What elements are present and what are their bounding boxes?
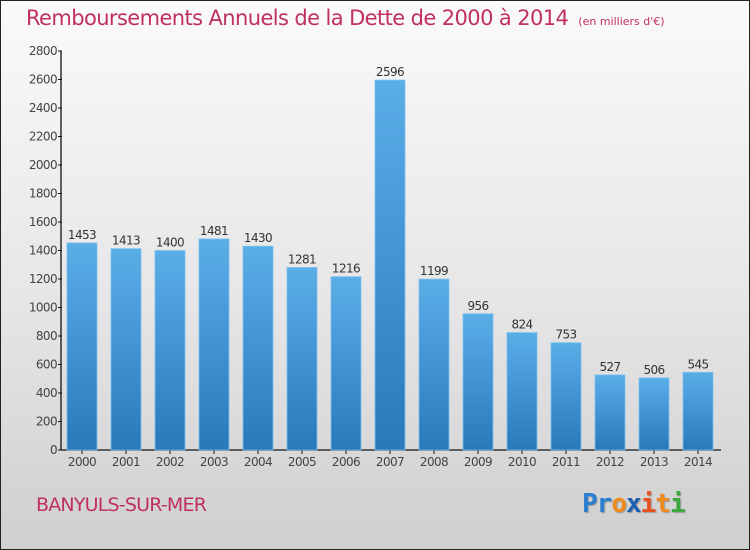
x-tick-label: 2006 — [332, 455, 360, 469]
data-label: 545 — [687, 357, 708, 371]
y-tick-label: 600 — [36, 358, 57, 372]
y-tick-label: 1400 — [29, 244, 57, 258]
chart-title: Remboursements Annuels de la Dette de 20… — [26, 6, 665, 30]
bar-2009 — [462, 313, 494, 451]
data-label: 956 — [467, 299, 488, 313]
y-tick-label: 1800 — [29, 187, 57, 201]
bar-2008 — [418, 278, 450, 451]
bar-2002 — [154, 250, 186, 451]
proxiti-logo[interactable]: Proxiti — [582, 489, 686, 519]
y-tick-label: 2600 — [29, 73, 57, 87]
x-axis: 2000 2001 2002 2003 2004 2005 2006 2007 2008 2009… — [61, 449, 721, 469]
data-label: 527 — [599, 360, 620, 374]
data-label: 506 — [643, 363, 664, 377]
bar-2004 — [242, 245, 274, 451]
y-tick-label: 2000 — [29, 158, 57, 172]
bar-2011 — [550, 342, 582, 451]
logo-letter: r — [596, 489, 613, 519]
x-tick-label: 2011 — [552, 455, 580, 469]
y-tick-label: 2400 — [29, 101, 57, 115]
data-label: 753 — [555, 328, 576, 342]
y-tick-label: 1200 — [29, 272, 57, 286]
city-name: BANYULS-SUR-MER — [36, 494, 207, 516]
data-label: 1481 — [200, 224, 228, 238]
data-label: 1400 — [156, 236, 184, 250]
bar-2006 — [330, 276, 362, 451]
data-label: 2596 — [376, 65, 404, 79]
x-tick-label: 2012 — [596, 455, 624, 469]
x-tick-label: 2004 — [244, 455, 272, 469]
bar-2014 — [682, 371, 714, 451]
x-tick-label: 2005 — [288, 455, 316, 469]
y-tick-label: 2800 — [29, 44, 57, 58]
logo-letter: i — [669, 489, 686, 519]
y-tick-label: 200 — [36, 415, 57, 429]
data-label: 824 — [511, 318, 532, 332]
y-tick-label: 2200 — [29, 130, 57, 144]
x-tick-label: 2002 — [156, 455, 184, 469]
bar-2012 — [594, 374, 626, 451]
logo-letter: t — [655, 489, 671, 519]
x-tick-label: 2013 — [640, 455, 668, 469]
logo-letter: i — [640, 489, 657, 519]
bar-2005 — [286, 267, 318, 451]
data-label: 1453 — [68, 228, 96, 242]
y-tick-label: 1600 — [29, 215, 57, 229]
x-tick-label: 2008 — [420, 455, 448, 469]
logo-letter: o — [611, 489, 627, 519]
logo-letter: x — [625, 489, 642, 519]
y-tick-label: 800 — [36, 329, 57, 343]
bar-2000 — [66, 242, 98, 451]
y-tick-label: 1000 — [29, 301, 57, 315]
x-tick-label: 2003 — [200, 455, 228, 469]
x-tick-label: 2000 — [68, 455, 96, 469]
data-label: 1413 — [112, 234, 140, 248]
bar-2003 — [198, 238, 230, 451]
x-tick-label: 2014 — [684, 455, 712, 469]
bar-2013 — [638, 377, 670, 451]
logo-letter: P — [582, 489, 598, 519]
data-label: 1281 — [288, 252, 316, 266]
x-tick-label: 2001 — [112, 455, 140, 469]
data-label: 1216 — [332, 262, 360, 276]
bar-2001 — [110, 248, 142, 451]
bars: 1453 1413 1400 1481 1430 1281 1216 2596 1199 956 8… — [66, 65, 714, 451]
x-tick-label: 2007 — [376, 455, 404, 469]
y-axis: 0 200 400 600 800 1000 1200 1400 1600 1800 2000 220… — [29, 44, 62, 457]
bar-2007 — [374, 79, 406, 451]
title-text: Remboursements Annuels de la Dette de 20… — [26, 6, 569, 30]
chart-subtitle: (en milliers d'€) — [578, 15, 665, 28]
bar-2010 — [506, 332, 538, 451]
x-tick-label: 2009 — [464, 455, 492, 469]
data-label: 1199 — [420, 264, 448, 278]
x-tick-label: 2010 — [508, 455, 536, 469]
data-label: 1430 — [244, 231, 272, 245]
y-tick-label: 0 — [50, 443, 57, 457]
y-tick-label: 400 — [36, 386, 57, 400]
